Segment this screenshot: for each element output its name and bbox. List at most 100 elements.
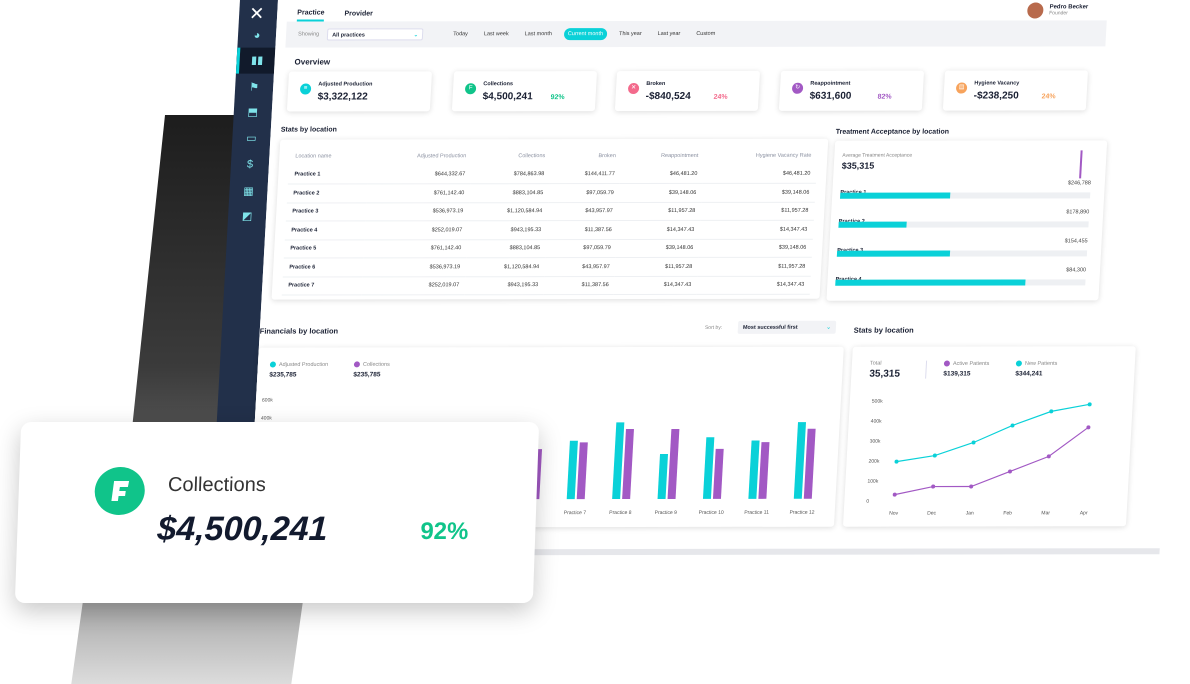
pie-chart-icon[interactable]: ◕ — [253, 29, 261, 42]
sort-select[interactable]: Most successful first ⌄ — [737, 320, 837, 334]
stats-col-header[interactable]: Reappointment — [660, 152, 699, 159]
range-current-month[interactable]: Current month — [563, 28, 608, 41]
bar-adjusted-production[interactable] — [657, 453, 669, 499]
fin-legend-1: Adjusted Production — [269, 361, 329, 368]
calendar-icon[interactable]: ▦ — [242, 185, 254, 198]
line-point[interactable] — [1046, 454, 1051, 459]
line-point[interactable] — [892, 492, 897, 497]
line-point[interactable] — [1086, 425, 1091, 430]
bar-collections[interactable] — [758, 442, 770, 499]
sort-select-value: Most successful first — [742, 324, 798, 331]
range-last-week[interactable]: Last week — [483, 31, 509, 38]
bar-adjusted-production[interactable] — [748, 440, 760, 499]
bar-adjusted-production[interactable] — [793, 422, 807, 499]
avatar[interactable] — [1026, 2, 1044, 19]
table-cell: $144,411.77 — [549, 165, 622, 184]
location-name-cell: Practice 3 — [285, 202, 368, 222]
line-point[interactable] — [1007, 469, 1012, 474]
x-tick-label: Nov — [889, 511, 899, 517]
progress-track — [835, 279, 1086, 286]
table-cell: $536,973.19 — [366, 202, 470, 221]
progress-track — [840, 192, 1091, 199]
location-name-cell: Practice 4 — [284, 220, 367, 240]
bar-collections[interactable] — [667, 428, 680, 499]
kpi-icon: ≡ — [299, 83, 312, 95]
chat-icon[interactable]: ▭ — [245, 132, 257, 145]
dollar-icon[interactable]: $ — [246, 158, 254, 171]
line-point[interactable] — [932, 453, 937, 458]
table-row[interactable]: Practice 6 $536,973.19 $1,120,584.94 $43,95… — [282, 257, 812, 277]
tab-practice[interactable]: Practice — [296, 6, 325, 22]
location-name-cell: Practice 1 — [287, 165, 370, 185]
range-last-month[interactable]: Last month — [524, 31, 553, 38]
line-point[interactable] — [971, 440, 976, 445]
stats-table-card: Location name Adjusted Production Collecti… — [271, 138, 829, 300]
legend-dot — [1015, 360, 1023, 367]
kpi-card-collections[interactable]: F Collections $4,500,241 92% — [451, 71, 598, 112]
tab-provider[interactable]: Provider — [344, 9, 374, 17]
table-cell: $11,387.56 — [543, 276, 616, 295]
line-point[interactable] — [969, 484, 974, 489]
table-row[interactable]: Practice 3 $536,973.19 $1,120,584.94 $43,95… — [285, 201, 815, 222]
y-tick-label: 300k — [869, 439, 881, 445]
range-custom[interactable]: Custom — [696, 30, 716, 37]
bar-collections[interactable] — [576, 442, 588, 500]
bar-chart-icon[interactable]: ▮▮ — [235, 47, 276, 74]
bar-collections[interactable] — [803, 428, 816, 499]
table-row[interactable]: Practice 1 $644,332.67 $784,863.98 $144,411… — [287, 164, 817, 185]
table-cell: $46,481.20 — [620, 164, 704, 184]
table-row[interactable]: Practice 5 $761,142.40 $883,104.85 $97,059.… — [283, 238, 813, 259]
user-profile[interactable]: Pedro Becker Founder — [1026, 2, 1089, 19]
kpi-value: -$840,524 — [645, 90, 691, 103]
stats-col-header[interactable]: Hygiene Vacancy Rate — [755, 152, 812, 159]
range-today[interactable]: Today — [453, 31, 469, 38]
kpi-card-reappointment[interactable]: ↻ Reappointment $631,600 82% — [778, 70, 925, 111]
range-this-year[interactable]: This year — [618, 31, 642, 38]
kpi-label: Broken — [646, 80, 666, 88]
line-point[interactable] — [1010, 423, 1015, 428]
stats-col-header[interactable]: Adjusted Production — [416, 153, 467, 160]
kpi-card-hygiene-vacancy[interactable]: ▤ Hygiene Vacancy -$238,250 24% — [942, 70, 1089, 111]
line-point[interactable] — [1087, 402, 1092, 407]
line-point[interactable] — [1049, 409, 1054, 414]
flag-icon[interactable]: ⚑ — [248, 81, 260, 94]
practice-select[interactable]: All practices ⌄ — [326, 28, 424, 41]
filter-bar: Showing All practices ⌄ Today Last week … — [285, 20, 1107, 48]
floating-collections-card: Collections $4,500,241 92% — [14, 422, 540, 603]
table-cell: $14,347.43 — [614, 275, 698, 295]
total-value: 35,315 — [869, 368, 901, 380]
treatment-row: Practice 2$178,890 — [838, 209, 1089, 228]
message-icon[interactable]: ◩ — [241, 210, 253, 223]
kpi-card-adjusted-production[interactable]: ≡ Adjusted Production $3,322,122 — [286, 71, 433, 112]
user-role: Founder — [1049, 10, 1068, 17]
stats-col-header[interactable]: Location name — [295, 153, 332, 160]
stats-table-title: Stats by location — [280, 126, 338, 134]
y-tick-label: 400k — [871, 419, 883, 425]
bar-adjusted-production[interactable] — [566, 440, 578, 500]
stats-line-chart: 500k 400k 300k 200k 100k 0 Nov Dec Jan Feb Mar Apr — [866, 399, 1092, 517]
line-point[interactable] — [894, 459, 899, 464]
location-name-cell: Practice 7 — [281, 276, 364, 296]
x-tick-label: Jan — [965, 510, 974, 516]
table-row[interactable]: Practice 2 $761,142.40 $883,104.85 $97,059.… — [286, 183, 816, 203]
stats-col-header[interactable]: Collections — [518, 153, 546, 160]
stats-col-header[interactable]: Broken — [598, 153, 616, 160]
table-row[interactable]: Practice 7 $252,019.07 $943,195.33 $11,387.… — [281, 275, 811, 296]
bookmark-icon[interactable]: ⬒ — [247, 106, 259, 119]
bar-collections[interactable] — [622, 429, 634, 500]
bar-adjusted-production[interactable] — [702, 437, 715, 499]
table-cell: $46,481.20 — [702, 164, 817, 184]
app-logo[interactable]: ✕ — [248, 3, 265, 24]
kpi-card-broken[interactable]: ✕ Broken -$840,524 24% — [614, 70, 761, 112]
treatment-row-value: $84,300 — [1065, 267, 1087, 274]
table-row[interactable]: Practice 4 $252,019.07 $943,195.33 $11,387.… — [284, 220, 814, 240]
range-last-year[interactable]: Last year — [657, 30, 681, 38]
bar-adjusted-production[interactable] — [612, 422, 625, 500]
x-tick-label: Practice 11 — [744, 510, 769, 516]
x-tick-label: Practice 8 — [609, 510, 632, 516]
x-tick-label: Practice 12 — [789, 510, 815, 516]
stats2-title: Stats by location — [853, 325, 915, 335]
location-name-cell: Practice 2 — [286, 183, 369, 203]
bar-collections[interactable] — [712, 448, 724, 499]
line-point[interactable] — [931, 484, 936, 489]
